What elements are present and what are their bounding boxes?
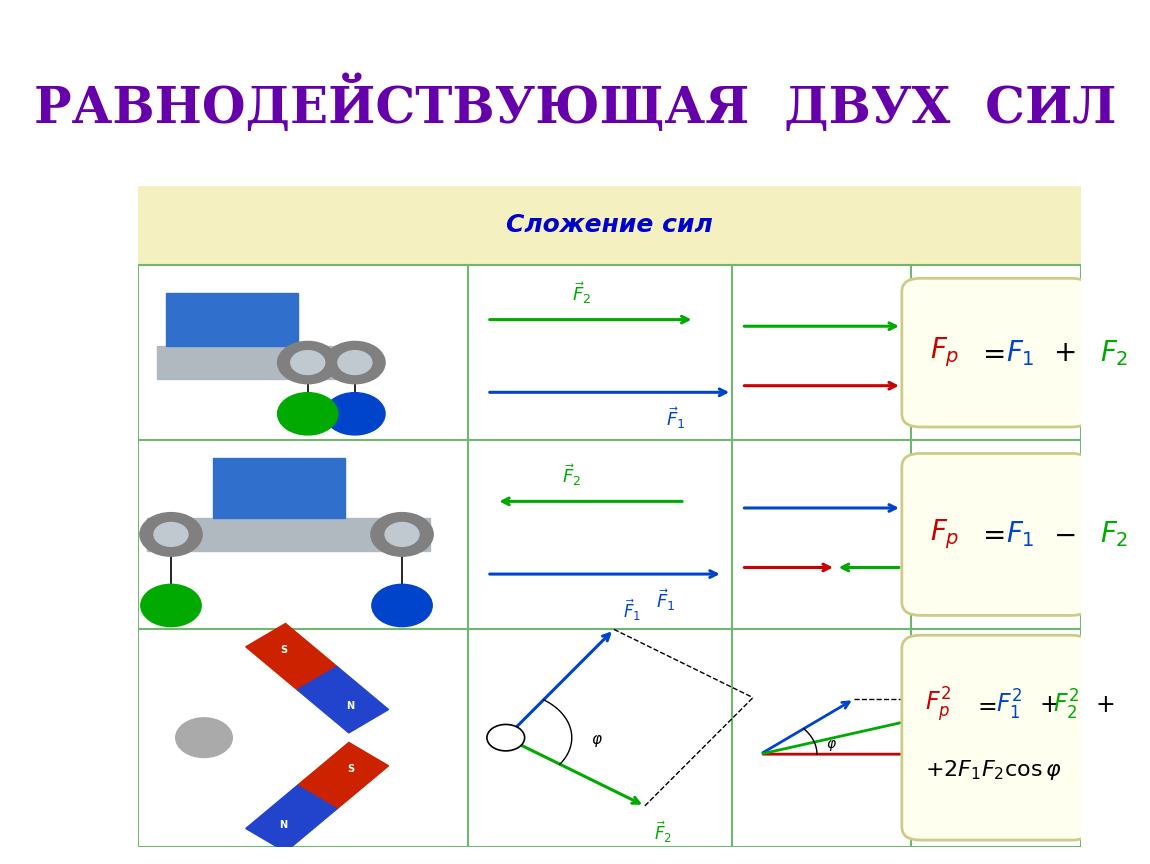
Text: $F_2$: $F_2$: [1099, 519, 1128, 550]
Text: $=$: $=$: [973, 693, 996, 717]
Text: $\vec{F}_2$: $\vec{F}_2$: [562, 462, 582, 488]
Text: $-$: $-$: [1052, 520, 1075, 549]
Text: $\vec{F}_2$: $\vec{F}_2$: [654, 819, 673, 845]
Text: N: N: [279, 820, 288, 830]
Polygon shape: [298, 666, 389, 733]
Text: S: S: [281, 645, 288, 655]
Circle shape: [277, 392, 338, 435]
Text: $F_2^2$: $F_2^2$: [1052, 688, 1079, 722]
Text: $\vec{F}_1$: $\vec{F}_1$: [666, 405, 685, 431]
Circle shape: [154, 523, 187, 546]
Circle shape: [486, 724, 524, 751]
Circle shape: [140, 512, 202, 556]
Polygon shape: [246, 785, 337, 852]
Polygon shape: [246, 624, 337, 689]
Text: $F_p$: $F_p$: [930, 518, 959, 551]
Text: $\varphi$: $\varphi$: [591, 734, 603, 749]
Circle shape: [324, 392, 385, 435]
Text: Сложение сил: Сложение сил: [506, 213, 713, 238]
Text: $\varphi$: $\varphi$: [827, 738, 837, 753]
Text: $\vec{F}_2$: $\vec{F}_2$: [572, 281, 591, 307]
Circle shape: [277, 341, 338, 384]
FancyBboxPatch shape: [902, 454, 1090, 615]
Text: $+$: $+$: [1095, 693, 1114, 717]
Text: S: S: [347, 764, 354, 774]
Text: $=$: $=$: [978, 520, 1005, 549]
Text: $\vec{F}_1$: $\vec{F}_1$: [623, 597, 642, 623]
Text: РАВНОДЕЙСТВУЮЩАЯ  ДВУХ  СИЛ: РАВНОДЕЙСТВУЮЩАЯ ДВУХ СИЛ: [33, 75, 1117, 134]
Circle shape: [371, 512, 434, 556]
Text: $+2F_1F_2\cos\varphi$: $+2F_1F_2\cos\varphi$: [926, 759, 1063, 783]
Text: $F_1^2$: $F_1^2$: [996, 688, 1022, 722]
Text: $F_1$: $F_1$: [1005, 338, 1034, 367]
FancyBboxPatch shape: [902, 278, 1090, 427]
FancyBboxPatch shape: [138, 186, 1081, 265]
Text: $F_p^2$: $F_p^2$: [926, 686, 951, 724]
Polygon shape: [298, 742, 389, 809]
Circle shape: [176, 718, 232, 758]
Bar: [147, 518, 430, 551]
Bar: [167, 293, 298, 346]
Circle shape: [371, 584, 432, 626]
Circle shape: [385, 523, 419, 546]
Text: $+$: $+$: [1052, 339, 1075, 366]
Text: $F_p$: $F_p$: [930, 336, 959, 370]
Bar: [156, 346, 365, 379]
FancyBboxPatch shape: [902, 635, 1090, 840]
Text: $F_1$: $F_1$: [1005, 519, 1034, 550]
Circle shape: [140, 584, 201, 626]
Bar: [214, 459, 345, 518]
Text: $F_2$: $F_2$: [1099, 338, 1128, 367]
Text: $\vec{F}_1$: $\vec{F}_1$: [657, 588, 676, 613]
Text: $+$: $+$: [1038, 693, 1058, 717]
Text: N: N: [346, 702, 354, 711]
Circle shape: [291, 351, 324, 374]
Circle shape: [324, 341, 385, 384]
Text: $=$: $=$: [978, 339, 1005, 366]
Circle shape: [338, 351, 371, 374]
